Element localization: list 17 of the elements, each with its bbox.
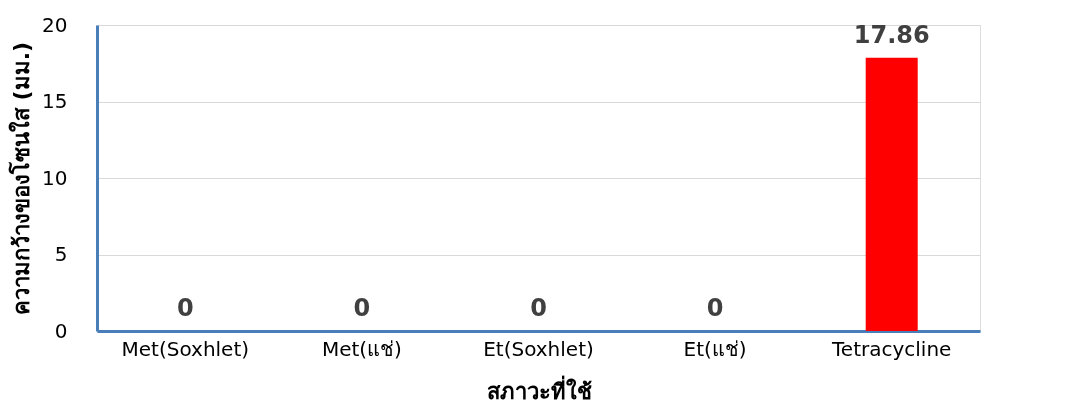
data-label: 0 bbox=[353, 294, 371, 322]
y-tick-label: 20 bbox=[42, 12, 68, 37]
y-tick-label: 10 bbox=[42, 165, 68, 190]
y-tick-label: 0 bbox=[54, 318, 68, 343]
x-axis-title: สภาวะที่ใช้ bbox=[486, 374, 592, 404]
x-tick-label: Met(แช่) bbox=[321, 336, 402, 361]
x-tick-label: Met(Soxhlet) bbox=[121, 336, 250, 361]
y-axis-title: ความกว้างของโซนใส (มม.) bbox=[8, 41, 35, 316]
y-tick-label: 15 bbox=[42, 89, 68, 113]
data-label: 0 bbox=[706, 294, 724, 322]
data-label: 0 bbox=[176, 294, 194, 322]
x-tick-label: Et(แช่) bbox=[683, 336, 747, 361]
y-tick-label: 5 bbox=[54, 242, 68, 266]
x-tick-label: Tetracycline bbox=[831, 336, 952, 361]
x-tick-label: Et(Soxhlet) bbox=[483, 336, 594, 361]
data-label: 17.86 bbox=[853, 20, 930, 49]
data-label: 0 bbox=[530, 294, 547, 322]
